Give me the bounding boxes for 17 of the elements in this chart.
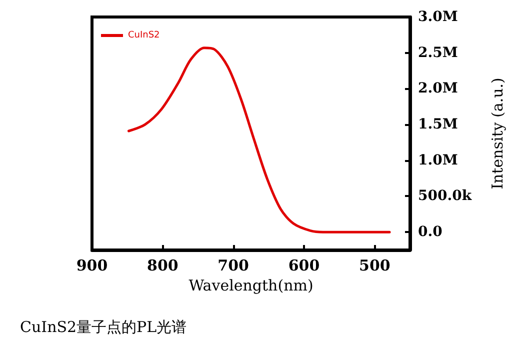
- x-tick-label: 700: [218, 256, 249, 274]
- x-tick-label: 900: [76, 256, 108, 274]
- y-tick-label: 2.5M: [418, 44, 458, 61]
- y-tick-label: 3.0M: [418, 9, 458, 25]
- y-tick-label: 2.0M: [418, 80, 458, 97]
- y-tick-label: 1.5M: [418, 116, 458, 133]
- x-axis-title: Wavelength(nm): [188, 276, 314, 294]
- y-tick-label: 0.0: [418, 224, 443, 240]
- text: CuInS2量子点的PL光谱: [20, 318, 187, 337]
- y-axis-title: Intensity (a.u.): [488, 78, 506, 190]
- x-tick-label: 500: [359, 256, 390, 274]
- x-tick-label: 600: [288, 256, 320, 274]
- y-tick-label: 500.0k: [418, 188, 472, 204]
- line-series: [127, 46, 391, 234]
- y-tick-label: 1.0M: [418, 152, 458, 168]
- x-tick-label: 800: [147, 256, 178, 274]
- legend-label: CuInS2: [128, 30, 160, 40]
